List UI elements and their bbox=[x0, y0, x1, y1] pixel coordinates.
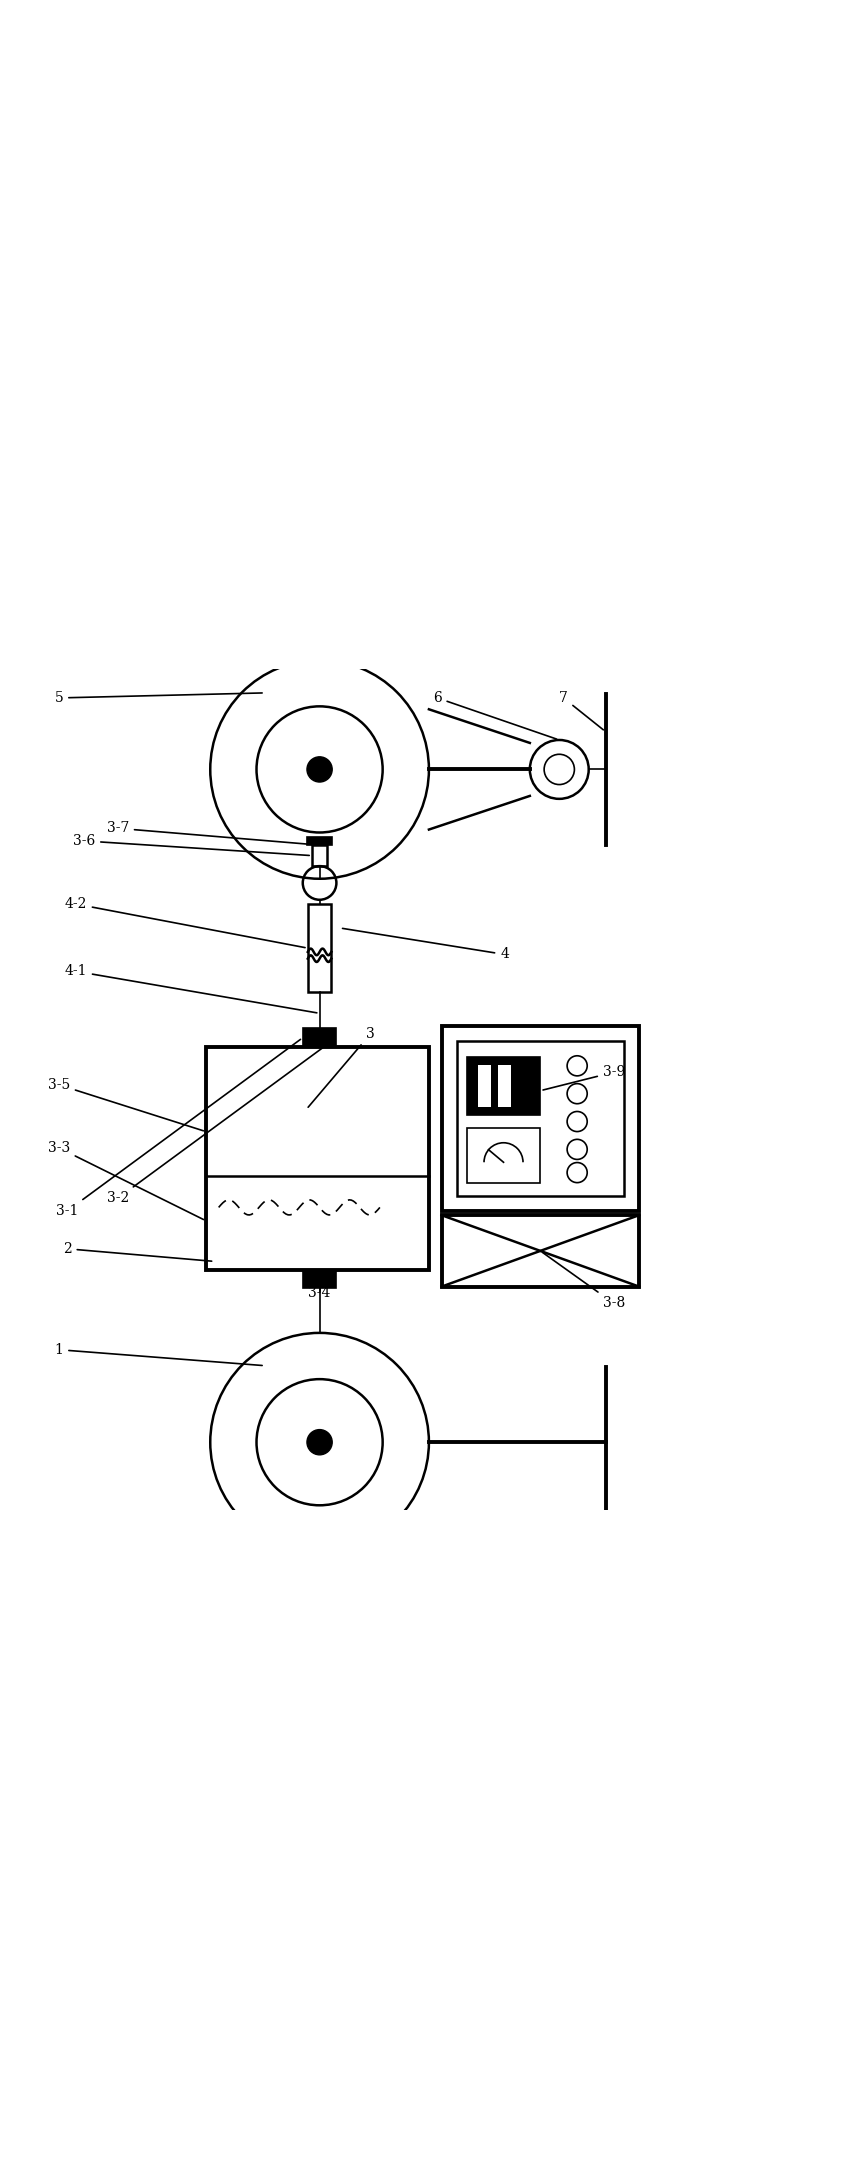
Bar bbox=[467, 1056, 540, 1115]
Bar bbox=[498, 1065, 510, 1106]
Circle shape bbox=[307, 1429, 332, 1455]
Bar bbox=[312, 845, 327, 867]
Bar bbox=[303, 1028, 336, 1048]
Text: 5: 5 bbox=[55, 690, 262, 706]
Bar bbox=[303, 1270, 336, 1289]
Text: 3-3: 3-3 bbox=[48, 1141, 204, 1220]
Bar bbox=[442, 1026, 639, 1211]
Bar bbox=[442, 1215, 639, 1287]
Text: 3-9: 3-9 bbox=[543, 1065, 625, 1089]
Bar bbox=[308, 836, 331, 845]
Text: 3-1: 3-1 bbox=[56, 1039, 300, 1218]
Bar bbox=[457, 1041, 624, 1196]
Text: 3: 3 bbox=[308, 1028, 374, 1106]
Text: 4: 4 bbox=[342, 928, 509, 960]
Text: 4-1: 4-1 bbox=[65, 965, 317, 1013]
Text: 3-7: 3-7 bbox=[107, 821, 317, 845]
Text: 1: 1 bbox=[55, 1342, 262, 1366]
Text: 6: 6 bbox=[433, 690, 557, 738]
Text: 3-2: 3-2 bbox=[107, 1039, 334, 1204]
Bar bbox=[206, 1048, 429, 1270]
Circle shape bbox=[307, 756, 332, 782]
Text: 7: 7 bbox=[559, 690, 603, 730]
Text: 3-8: 3-8 bbox=[542, 1252, 625, 1311]
Bar bbox=[478, 1065, 491, 1106]
Bar bbox=[467, 1128, 540, 1183]
Text: 3-4: 3-4 bbox=[309, 1285, 331, 1300]
Text: 4-2: 4-2 bbox=[65, 897, 305, 947]
Bar bbox=[308, 904, 331, 993]
Text: 2: 2 bbox=[63, 1241, 212, 1261]
Text: 3-6: 3-6 bbox=[73, 834, 309, 856]
Text: 3-5: 3-5 bbox=[48, 1078, 204, 1130]
